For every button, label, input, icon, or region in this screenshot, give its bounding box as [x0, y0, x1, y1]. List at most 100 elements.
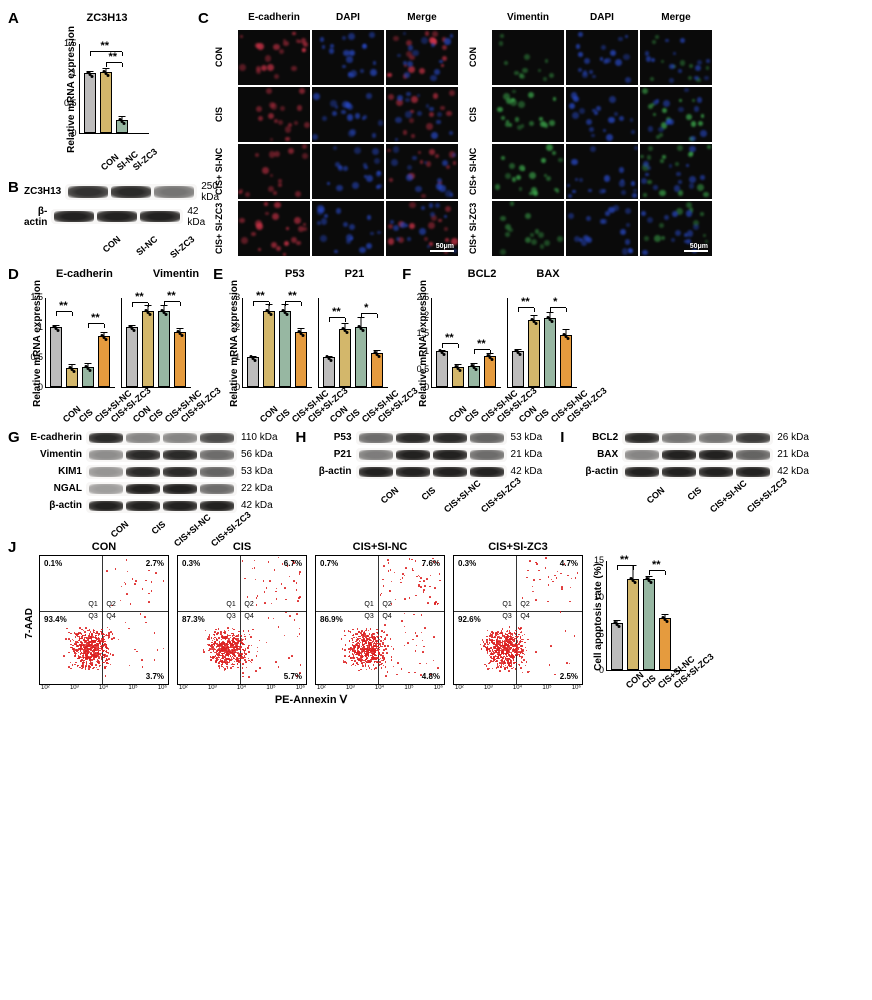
blot-protein-label: β-actin [24, 500, 82, 511]
cell-speck [684, 233, 687, 236]
blot-lane-label: SI-NC [127, 234, 159, 264]
cell-speck [669, 164, 673, 168]
cell-speck [276, 246, 281, 251]
cell-speck [692, 99, 695, 102]
blot-band [470, 450, 504, 460]
significance-marker: ** [445, 332, 454, 344]
blot-band [359, 450, 393, 460]
cell-speck [678, 69, 682, 73]
cell-speck [303, 223, 306, 226]
cell-speck [632, 193, 637, 198]
if-column-header: DAPI [566, 12, 638, 28]
blot-band [470, 433, 504, 443]
cell-speck [317, 205, 323, 211]
cell-speck [332, 111, 337, 116]
panel-label-c: C [198, 10, 209, 27]
western-blot: E-cadherin110 kDaVimentin56 kDaKIM153 kD… [24, 431, 278, 529]
x-tick-label: CON [99, 157, 115, 172]
cell-speck [442, 160, 448, 166]
y-tick: 15 [594, 555, 607, 565]
cell-speck [549, 120, 554, 125]
blot-lane-label: CIS [404, 485, 436, 515]
cell-speck [419, 68, 425, 74]
cell-speck [586, 237, 592, 243]
if-image [566, 201, 638, 256]
blot-band [662, 467, 696, 477]
cell-speck [688, 76, 692, 80]
bar [544, 318, 556, 387]
panel-a: A ZC3H13Relative mRNA expression00.511.5… [10, 12, 190, 167]
cell-speck [279, 49, 284, 54]
blot-band [625, 467, 659, 477]
cell-speck [301, 38, 307, 44]
y-axis-label: 7-AAD [24, 608, 35, 639]
cell-speck [280, 106, 285, 111]
cell-speck [238, 191, 242, 195]
blot-band [163, 501, 197, 511]
cell-speck [690, 136, 695, 141]
cell-speck [397, 95, 403, 101]
y-tick: 0.5 [31, 352, 47, 362]
cell-speck [435, 154, 439, 158]
cell-speck [672, 211, 678, 217]
blot-band [163, 484, 197, 494]
blot-lane-label: CON [634, 485, 666, 515]
cell-speck [640, 155, 643, 158]
cell-speck [299, 88, 305, 94]
cell-speck [348, 33, 355, 40]
cell-speck [689, 176, 696, 183]
blot-band [126, 484, 160, 494]
cell-speck [245, 192, 250, 197]
cell-speck [544, 240, 550, 246]
cell-speck [302, 153, 308, 159]
blot-protein-label: P21 [312, 449, 352, 460]
cell-speck [284, 241, 289, 246]
blot-lane-label: SI-ZC3 [164, 234, 196, 264]
cell-speck [429, 112, 434, 117]
cell-speck [419, 228, 426, 235]
blot-lane-label: CIS+SI-ZC3 [745, 485, 777, 515]
cell-speck [583, 70, 587, 74]
bar [528, 320, 540, 388]
panel-b: B ZC3H13250 kDaβ-actin42 kDaCONSI-NCSI-Z… [10, 181, 190, 244]
cell-speck [352, 182, 359, 189]
cell-speck [519, 187, 523, 191]
cell-speck [395, 117, 402, 124]
blot-band [396, 450, 430, 460]
axis-tick: 10⁴ [99, 685, 108, 691]
cell-speck [396, 237, 400, 241]
cell-speck [568, 194, 573, 199]
cell-speck [578, 32, 583, 37]
cell-speck [348, 73, 353, 78]
bar [126, 327, 138, 387]
cell-speck [390, 220, 395, 225]
cell-speck [586, 216, 591, 221]
x-tick-label: CON [327, 409, 343, 424]
blot-protein-label: Vimentin [24, 449, 82, 460]
cell-speck [663, 100, 670, 107]
cell-speck [430, 75, 436, 81]
cell-speck [584, 58, 590, 64]
if-row-label: CON [214, 30, 236, 85]
cell-speck [265, 212, 269, 216]
quadrant-percent: 92.6% [458, 615, 481, 624]
cell-speck [694, 76, 699, 81]
cell-speck [500, 249, 506, 255]
blot-protein-label: β-actin [576, 466, 618, 477]
cell-speck [623, 54, 629, 60]
cell-speck [619, 167, 624, 172]
cell-speck [678, 180, 681, 183]
if-row-label: CIS+ SI-ZC3 [214, 201, 236, 256]
western-blot: BCL226 kDaBAX21 kDaβ-actin42 kDaCONCISCI… [576, 431, 809, 495]
cell-speck [395, 138, 398, 141]
cell-speck [405, 98, 410, 103]
cell-speck [450, 34, 454, 38]
bar [174, 332, 186, 388]
blot-band [68, 186, 108, 198]
if-image [566, 87, 638, 142]
blot-band [699, 467, 733, 477]
cell-speck [274, 202, 280, 208]
cell-speck [391, 159, 398, 166]
cell-speck [418, 151, 421, 154]
cell-speck [304, 122, 310, 128]
